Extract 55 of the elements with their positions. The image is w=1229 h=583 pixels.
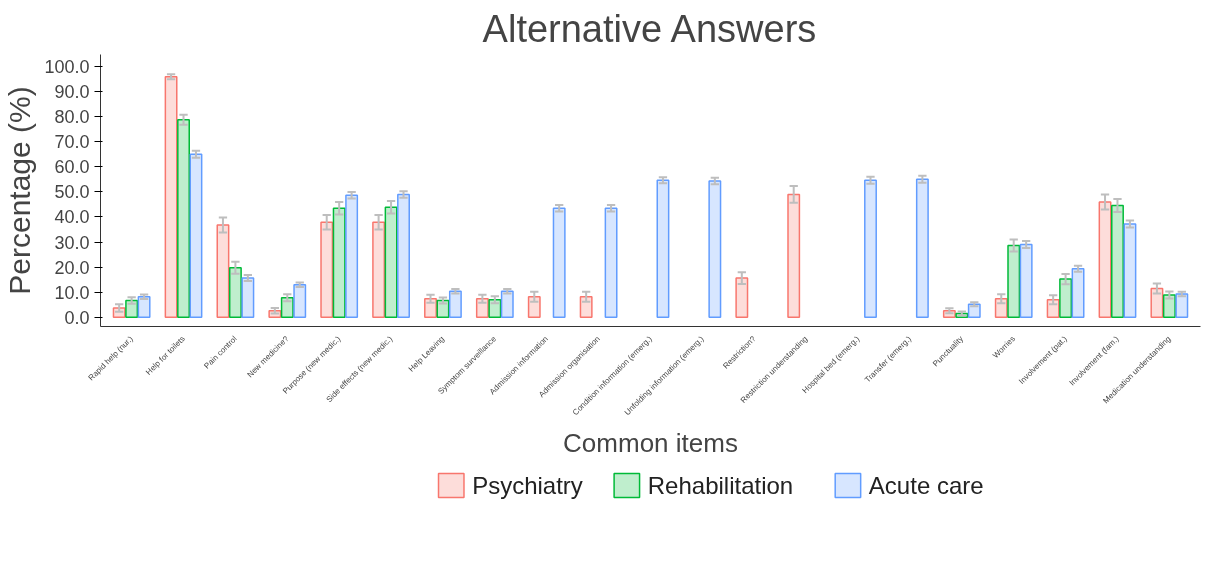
bar	[1059, 278, 1073, 318]
bar	[1175, 293, 1189, 318]
y-tick-label: 100.0	[44, 57, 90, 78]
bar	[735, 277, 749, 318]
y-tick-label: 40.0	[54, 207, 90, 228]
bar	[552, 207, 566, 318]
bar	[1019, 243, 1033, 318]
bar	[787, 193, 801, 318]
bar	[1111, 204, 1124, 318]
bar	[293, 283, 307, 318]
legend-label: Acute care	[868, 472, 984, 499]
bar	[656, 179, 670, 318]
bar	[164, 76, 178, 318]
legend-label: Rehabilitation	[647, 472, 794, 499]
bar	[448, 290, 462, 318]
y-tick-label: 50.0	[54, 182, 90, 203]
x-axis-title: Common items	[563, 428, 738, 459]
legend-label: Psychiatry	[472, 472, 583, 499]
bar	[1162, 294, 1176, 318]
bar	[500, 290, 514, 318]
bar	[579, 295, 593, 318]
y-axis-title: Percentage (%)	[3, 86, 37, 295]
y-tick-label: 90.0	[54, 82, 90, 103]
y-tick-label: 20.0	[54, 257, 90, 278]
chart-title: Alternative Answers	[482, 7, 817, 50]
bar	[708, 180, 722, 318]
y-tick-label: 80.0	[54, 107, 90, 128]
bar	[384, 206, 398, 318]
bar	[1007, 244, 1021, 318]
y-tick-label: 0.0	[64, 307, 90, 328]
bar	[189, 153, 203, 318]
bar	[397, 193, 410, 318]
bar	[228, 267, 242, 318]
bar	[137, 295, 151, 318]
bar	[1071, 268, 1085, 318]
bar	[436, 299, 450, 318]
bar	[1150, 287, 1164, 318]
bar	[864, 179, 877, 318]
bar	[320, 221, 334, 318]
bar	[604, 207, 618, 318]
y-tick-label: 70.0	[54, 132, 90, 153]
y-tick-label: 30.0	[54, 232, 90, 253]
bar	[177, 118, 190, 318]
bar	[1098, 201, 1112, 318]
bar	[241, 277, 255, 318]
bar	[372, 221, 386, 318]
bar	[488, 298, 502, 318]
bar	[1123, 223, 1137, 318]
bar	[527, 295, 541, 318]
bar	[216, 224, 230, 318]
y-tick-label: 10.0	[54, 282, 90, 303]
bar	[915, 178, 929, 318]
bar	[332, 207, 346, 318]
y-tick-label: 60.0	[54, 157, 90, 178]
bar	[345, 194, 359, 318]
